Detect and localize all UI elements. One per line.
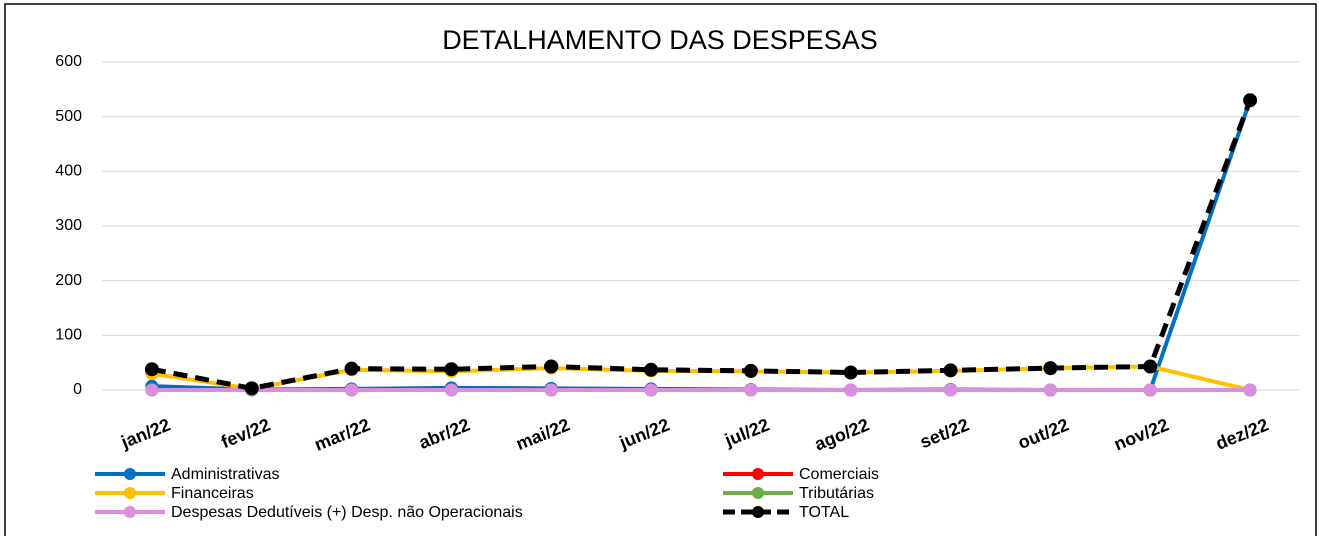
data-point [844,383,858,397]
legend-entry: Administrativas [95,466,279,483]
data-point [1043,361,1058,376]
data-point [744,383,758,397]
legend-entry: Comerciais [723,466,879,483]
y-tick-label: 200 [55,272,82,289]
legend-swatch-marker [124,487,136,499]
legend-label: TOTAL [799,504,849,521]
data-point [345,383,359,397]
legend-entry: Financeiras [95,485,254,502]
legend-swatch-marker [124,506,136,518]
y-tick-label: 300 [55,217,82,234]
data-point [1243,93,1258,108]
data-point [145,383,159,397]
data-point [1043,383,1057,397]
series-line [151,99,1253,391]
data-point [843,365,858,380]
y-tick-label: 400 [55,163,82,180]
legend-label: Financeiras [171,485,254,502]
legend-swatch-marker [124,468,136,480]
chart-title: DETALHAMENTO DAS DESPESAS [442,25,878,55]
data-point [144,362,159,377]
legend-label: Tributárias [799,485,874,502]
legend-swatch-marker [752,487,764,499]
data-point [1143,383,1157,397]
data-point [244,381,259,396]
y-tick-label: 100 [55,327,82,344]
chart-frame [4,3,1317,536]
legend-swatch-marker [752,506,764,518]
data-point [644,383,658,397]
y-tick-label: 0 [73,381,82,398]
data-point [344,361,359,376]
data-point [544,359,559,374]
data-point [1243,383,1257,397]
data-point [743,363,758,378]
data-point [544,383,558,397]
data-point [943,363,958,378]
data-point [1143,359,1158,374]
data-point [644,362,659,377]
y-tick-label: 500 [55,108,82,125]
legend-label: Despesas Dedutíveis (+) Desp. não Operac… [171,504,523,521]
legend-entry: Despesas Dedutíveis (+) Desp. não Operac… [95,504,523,521]
legend-entry: TOTAL [723,504,849,521]
y-tick-label: 600 [55,53,82,70]
legend-label: Comerciais [799,466,879,483]
legend-swatch-marker [752,468,764,480]
legend-label: Administrativas [171,466,279,483]
data-point [444,362,459,377]
legend-entry: Tributárias [723,485,874,502]
data-point [944,383,958,397]
data-point [444,383,458,397]
